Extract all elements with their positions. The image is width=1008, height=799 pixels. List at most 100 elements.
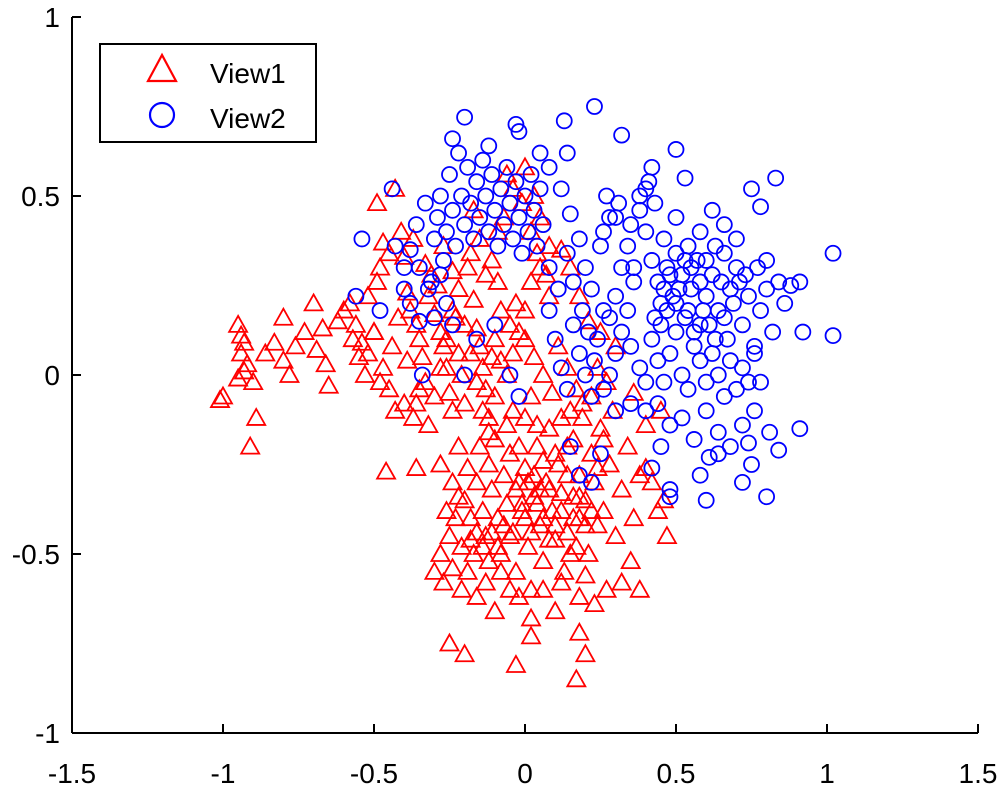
view1-point	[623, 382, 645, 401]
view2-point	[743, 456, 760, 473]
view1-point	[408, 378, 430, 398]
view2-point	[474, 151, 492, 169]
view2-point	[658, 259, 676, 277]
view1-point	[586, 457, 609, 476]
view1-point	[315, 353, 337, 373]
view2-point	[637, 373, 655, 391]
view1-point	[599, 453, 621, 473]
view1-point	[589, 417, 612, 437]
view1-point	[532, 578, 554, 598]
view1-point	[472, 500, 494, 519]
view2-point	[570, 230, 588, 248]
view2-point	[586, 98, 603, 115]
view2-point	[737, 266, 754, 284]
view1-point	[454, 489, 476, 509]
view1-point	[550, 407, 572, 426]
view1-point	[230, 342, 252, 362]
view1-point	[514, 457, 536, 476]
view2-point	[613, 126, 631, 144]
view2-point	[347, 287, 365, 305]
view2-point	[419, 280, 437, 298]
view2-point	[525, 201, 543, 219]
view2-point	[416, 194, 434, 212]
view2-point	[592, 237, 609, 255]
view1-point	[484, 328, 506, 348]
y-axis-ticks: 1 0.5 0 -0.5 -1	[12, 2, 81, 749]
view2-point	[441, 166, 458, 183]
view2-point	[721, 438, 739, 456]
view2-point	[715, 309, 733, 327]
view1-point	[396, 349, 418, 369]
view1-point	[441, 557, 464, 577]
view2-point	[561, 438, 579, 456]
view2-point	[601, 209, 618, 226]
view2-point	[465, 230, 483, 248]
view2-point	[679, 380, 697, 398]
view2-point	[371, 302, 389, 319]
view2-point	[486, 316, 504, 334]
view2-point	[706, 330, 724, 348]
view1-point	[448, 278, 470, 297]
view2-point	[794, 323, 812, 341]
view1-point	[565, 536, 587, 555]
view2-point	[459, 158, 477, 176]
view2-point	[583, 388, 600, 405]
view1-point	[523, 464, 545, 484]
view1-point	[327, 310, 349, 330]
view2-point	[595, 380, 612, 398]
view2-point	[607, 345, 624, 362]
view2-point	[410, 259, 428, 277]
view2-point	[715, 216, 733, 234]
view1-point	[429, 321, 451, 340]
view1-point	[233, 360, 255, 380]
view2-point	[395, 280, 413, 298]
view1-point	[312, 317, 334, 337]
view1-point	[469, 435, 491, 455]
view1-point	[408, 328, 430, 348]
view1-point	[227, 367, 249, 387]
view1-point	[617, 435, 639, 455]
view1-point	[505, 654, 527, 673]
view1-point	[605, 525, 627, 544]
view2-point	[456, 366, 474, 384]
view2-point	[534, 216, 552, 234]
view2-point	[631, 201, 649, 219]
view2-point	[625, 259, 643, 277]
view2-point	[625, 273, 643, 291]
view2-point	[386, 237, 404, 255]
view1-point	[484, 385, 506, 405]
view2-point	[501, 194, 519, 212]
view1-point	[460, 528, 482, 548]
view1-point	[429, 357, 451, 376]
view2-point	[685, 337, 703, 355]
view1-point	[484, 600, 506, 620]
view1-point	[381, 335, 403, 355]
view2-point	[444, 130, 461, 148]
view2-point	[670, 280, 688, 298]
view1-point	[405, 457, 427, 476]
view1-point	[212, 385, 234, 405]
view2-point	[619, 237, 637, 255]
view1-point	[496, 414, 518, 434]
view2-point	[504, 230, 522, 248]
view1-point	[523, 346, 545, 366]
view1-point	[475, 571, 497, 591]
view2-point	[743, 180, 760, 198]
view1-point	[580, 442, 602, 462]
view1-point	[284, 335, 307, 355]
view1-point	[502, 342, 524, 362]
view2-point	[552, 180, 570, 198]
view2-point	[450, 144, 467, 162]
view1-point	[402, 407, 424, 426]
view2-point	[673, 366, 691, 384]
view1-point	[294, 321, 316, 340]
view1-point	[272, 306, 294, 326]
view2-point	[734, 316, 751, 334]
view2-point	[444, 201, 461, 219]
view1-point	[463, 543, 485, 562]
view1-point	[517, 536, 539, 555]
view2-point	[694, 302, 712, 319]
view1-point	[366, 271, 388, 290]
view1-point	[526, 435, 548, 455]
view1-point	[629, 578, 651, 598]
